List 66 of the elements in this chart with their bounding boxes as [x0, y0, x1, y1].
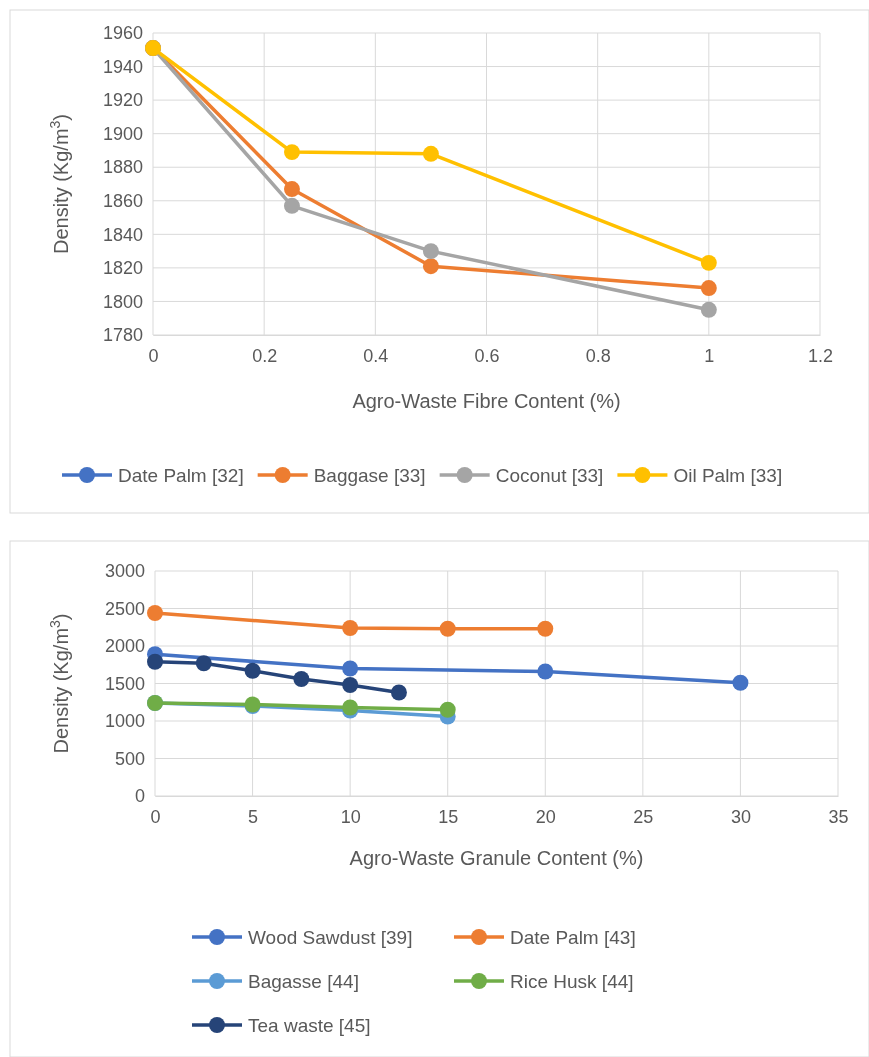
point: [700, 254, 717, 271]
x-tick-label: 0.8: [585, 345, 611, 366]
legend-label: Date Palm [32]: [118, 465, 244, 486]
x-axis-title: Agro-Waste Fibre Content (%): [352, 390, 621, 412]
x-tick-label: 0.4: [363, 345, 389, 366]
point: [147, 605, 163, 621]
y-tick-label: 1840: [102, 224, 143, 245]
legend-label: Wood Sawdust [39]: [248, 927, 413, 948]
point: [390, 684, 407, 701]
point: [283, 197, 300, 214]
point: [147, 653, 163, 670]
x-tick-label: 30: [730, 806, 751, 827]
point: [283, 181, 300, 197]
y-tick-label: 1940: [102, 56, 143, 77]
x-tick-label: 0: [150, 806, 161, 827]
point: [422, 258, 439, 275]
x-tick-label: 0.2: [252, 345, 278, 366]
x-tick-label: 0.6: [474, 345, 500, 366]
x-tick-label: 5: [248, 806, 259, 827]
x-tick-label: 15: [438, 806, 459, 827]
legend-label: Rice Husk [44]: [510, 971, 634, 992]
y-tick-label: 500: [114, 748, 145, 769]
y-tick-label: 1800: [102, 291, 143, 312]
point: [422, 243, 439, 260]
x-axis-title: Agro-Waste Granule Content (%): [349, 847, 644, 869]
legend-label: Oil Palm [33]: [673, 465, 783, 486]
y-tick-label: 1860: [102, 191, 143, 212]
y-tick-label: 2500: [104, 598, 145, 619]
point: [422, 145, 439, 162]
y-tick-label: 1920: [102, 90, 143, 111]
point: [293, 671, 310, 687]
point: [342, 677, 359, 693]
point: [732, 674, 749, 691]
legend-label: Tea waste [45]: [248, 1015, 371, 1036]
legend-label: Bagasse [44]: [248, 971, 359, 992]
point: [342, 620, 359, 636]
point: [537, 663, 554, 680]
y-tick-label: 1780: [102, 325, 143, 346]
y-tick-label: 2000: [104, 636, 145, 657]
y-tick-label: 1500: [104, 673, 145, 694]
y-tick-label: 1820: [102, 258, 143, 279]
point: [439, 701, 456, 718]
x-tick-label: 1: [704, 345, 715, 366]
point: [283, 144, 300, 161]
legend-label: Date Palm [43]: [510, 927, 636, 948]
point: [244, 662, 261, 679]
point: [195, 655, 212, 672]
x-tick-label: 0: [148, 345, 159, 366]
x-tick-label: 10: [340, 806, 361, 827]
y-tick-label: 3000: [104, 561, 145, 582]
x-tick-label: 35: [828, 806, 849, 827]
x-tick-label: 1.2: [807, 345, 834, 366]
x-tick-label: 25: [633, 806, 654, 827]
y-tick-label: 1960: [102, 23, 143, 44]
point: [700, 280, 717, 296]
y-tick-label: 1880: [102, 157, 143, 178]
point: [342, 660, 359, 677]
point: [537, 620, 554, 637]
y-tick-label: 1900: [102, 123, 143, 144]
point: [439, 620, 456, 637]
x-tick-label: 20: [535, 806, 556, 827]
point: [700, 301, 717, 318]
y-tick-label: 0: [134, 786, 145, 807]
legend-label: Baggase [33]: [313, 465, 426, 486]
legend-label: Coconut [33]: [495, 465, 604, 486]
y-tick-label: 1000: [104, 711, 145, 732]
